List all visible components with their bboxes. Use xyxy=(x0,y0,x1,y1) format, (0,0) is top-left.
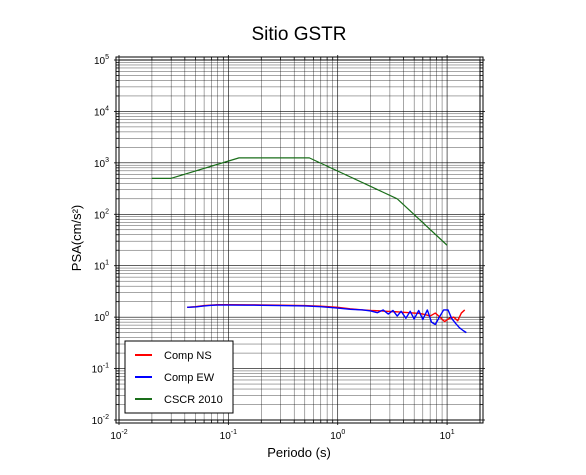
plot-frame-inner xyxy=(118,59,481,421)
plot-frame xyxy=(115,56,484,424)
legend-label-cscr-2010: CSCR 2010 xyxy=(164,394,223,406)
legend-label-comp-ew: Comp EW xyxy=(164,372,215,384)
series-line-comp-ew xyxy=(187,304,467,334)
x-axis-title: Periodo (s) xyxy=(267,445,331,460)
series-line-cscr-2010 xyxy=(151,157,448,246)
chart-title: Sitio GSTR xyxy=(251,24,346,45)
grid-layer xyxy=(118,59,481,421)
series-layer xyxy=(151,157,467,334)
legend: Comp NS Comp EW CSCR 2010 xyxy=(124,340,234,414)
legend-label-comp-ns: Comp NS xyxy=(164,350,212,362)
y-axis-title: PSA(cm/s²) xyxy=(69,205,84,271)
tick-layer xyxy=(114,55,485,425)
